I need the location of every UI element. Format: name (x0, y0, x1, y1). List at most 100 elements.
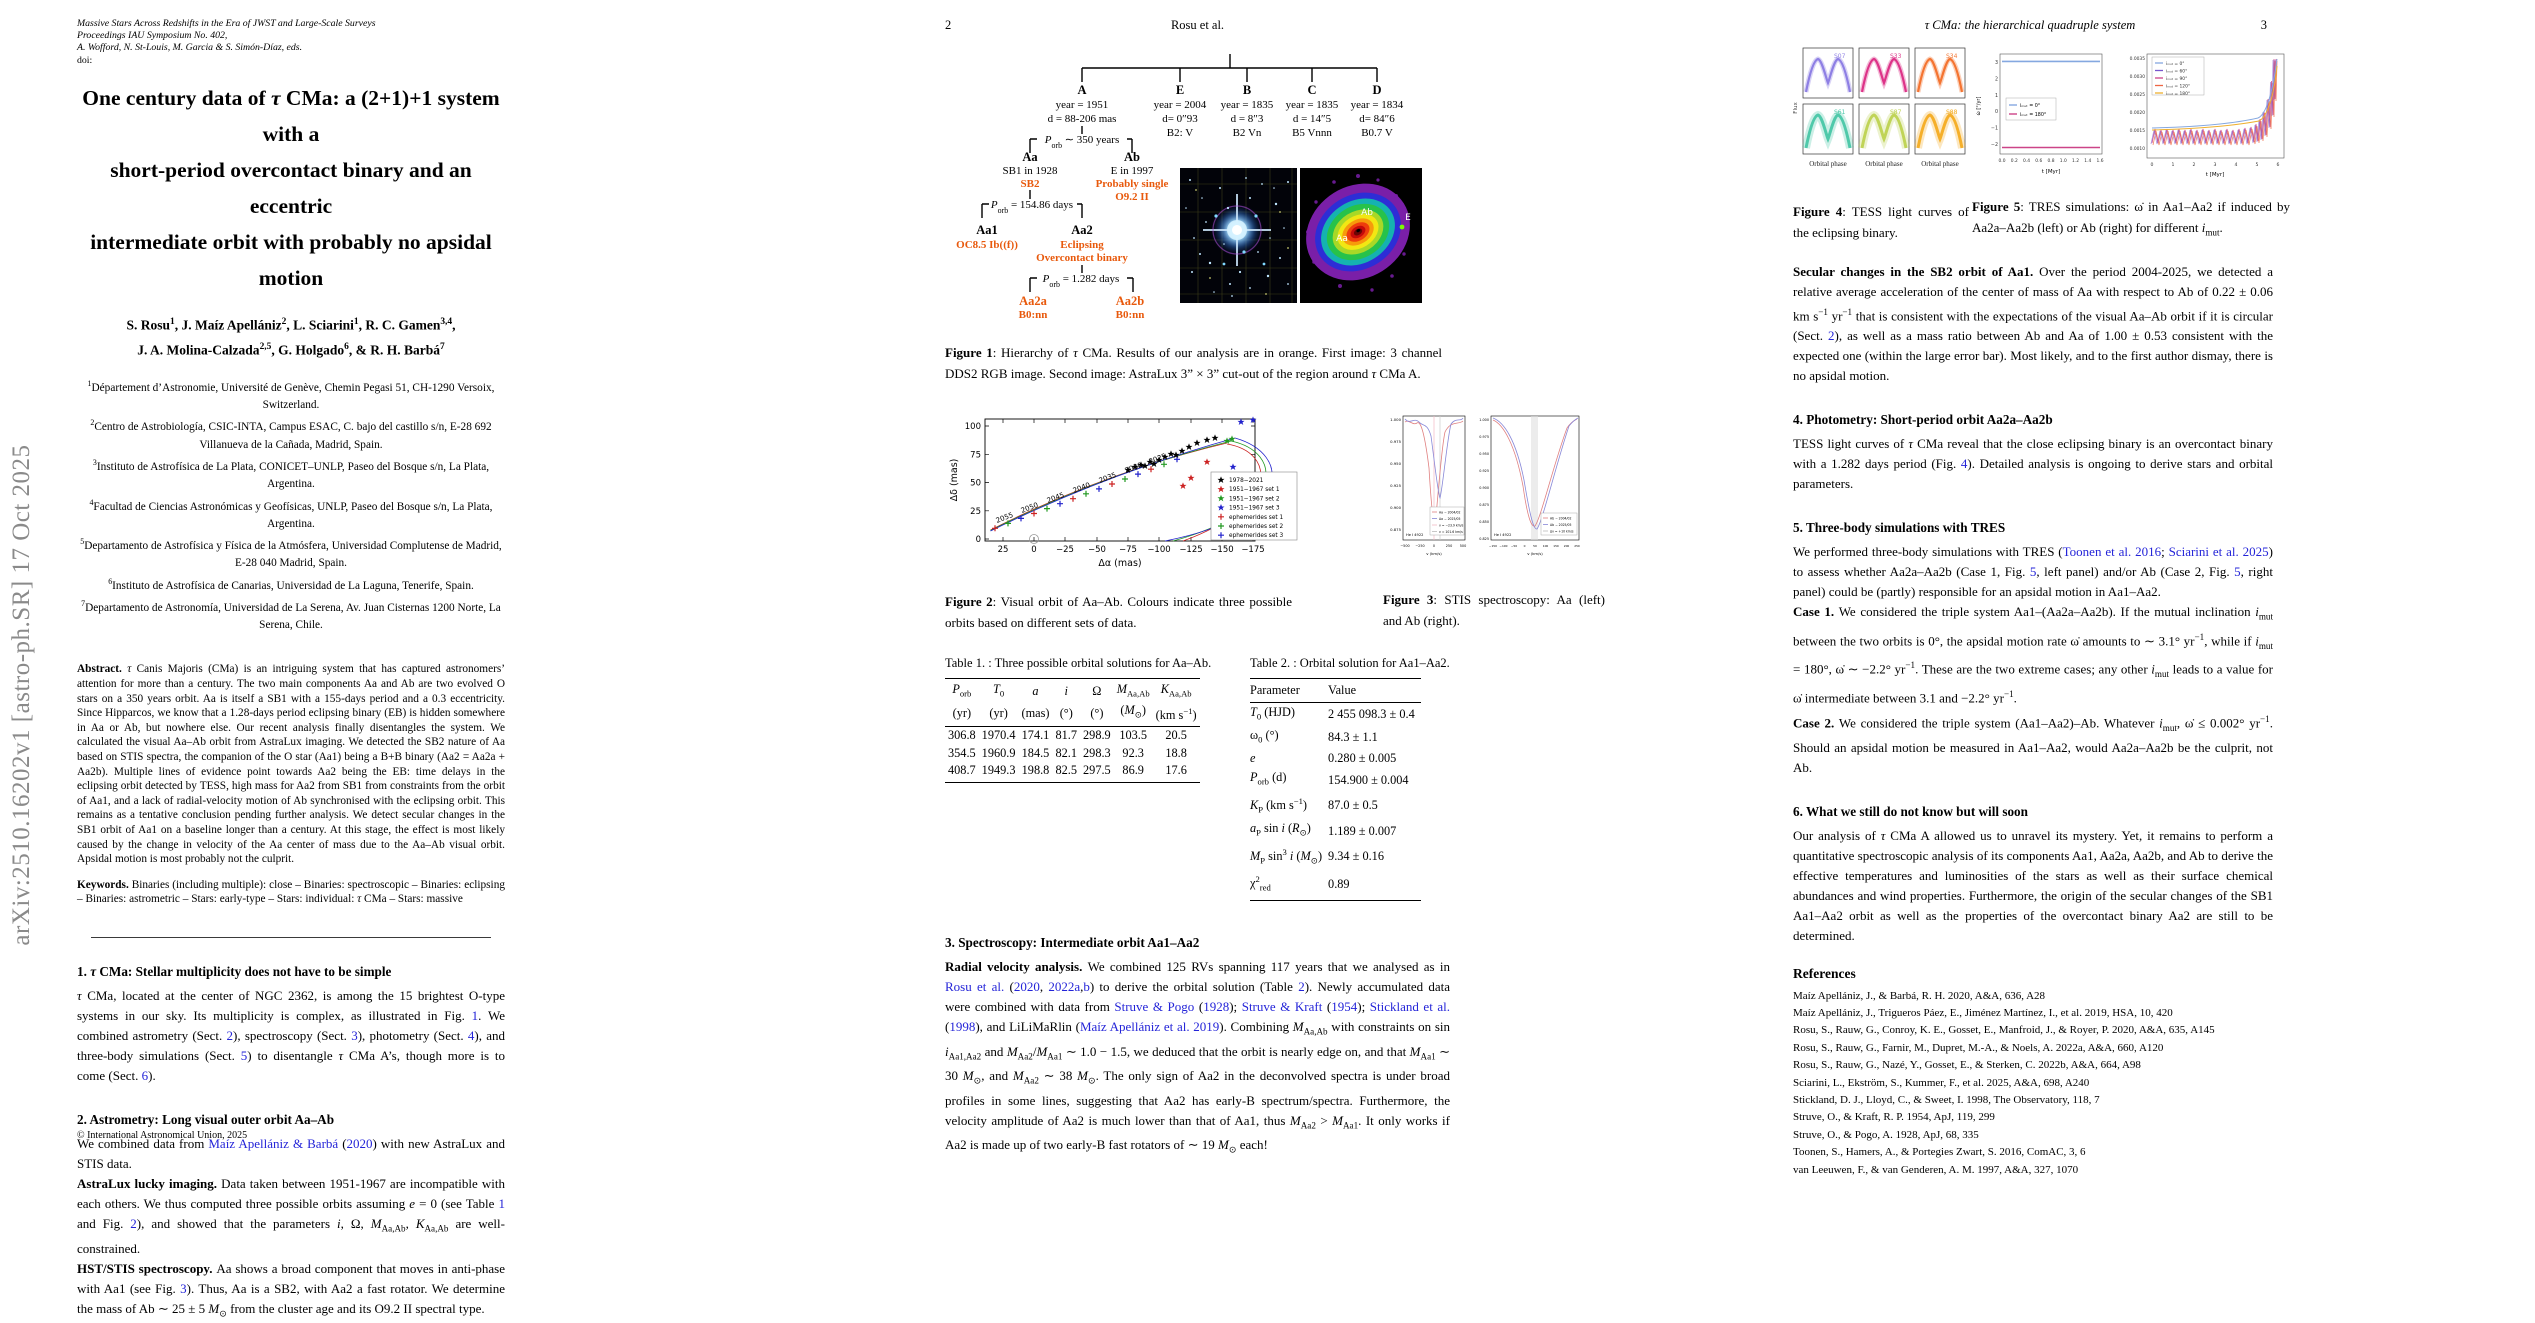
value: 2 455 098.3 ± 0.4 (1328, 706, 1415, 721)
section-4-heading: 4. Photometry: Short-period orbit Aa2a–A… (1793, 411, 2053, 427)
figure-2-caption: Figure 2: Visual orbit of Aa–Ab. Colours… (945, 594, 1292, 630)
node-Aa2-result-1: Eclipsing (1060, 239, 1104, 251)
param: Porb (d) (1250, 770, 1287, 787)
y-axis-label: Δδ (mas) (949, 459, 960, 502)
table-2-block: Table 2. : Orbital solution for Aa1–Aa2.… (1250, 656, 1450, 901)
x-tick: 1.4 (2084, 158, 2091, 164)
table-row: T0 (HJD) 2 455 098.3 ± 0.4 (1250, 702, 1421, 726)
x-tick: −75 (1119, 545, 1137, 555)
legend-entry: Ab − 2004/02 (1550, 516, 1572, 520)
section-2-para-3: HST/STIS spectroscopy. Aa shows a broad … (77, 1260, 505, 1319)
period-Aa2a-Aa2b: Porb = 1.282 days (1042, 273, 1120, 289)
line-id-label: He I 4922 (1494, 533, 1511, 537)
figure-3-caption: Figure 3: STIS spectroscopy: Aa (left) a… (1383, 592, 1605, 628)
author-list: S. Rosu1, J. Maíz Apellániz2, L. Sciarin… (77, 311, 505, 362)
title-line: intermediate orbit with probably no apsi… (90, 229, 492, 290)
legend: iₘᵤₜ = 0° iₘᵤₜ = 60° iₘᵤₜ = 90° iₘᵤₜ = 1… (2151, 56, 2205, 97)
y-tick: 2 (1995, 76, 1998, 82)
table-row: χ2red 0.89 (1250, 870, 1421, 901)
x-tick: 4 (2235, 162, 2238, 168)
legend-entry: Ab − 2025/05 (1550, 523, 1572, 527)
col-unit: (°) (1080, 702, 1114, 728)
table-row: 306.8 1970.4 174.1 81.7 298.9 103.5 20.5 (945, 727, 1200, 745)
legend-entry: ephemerides set 2 (1229, 524, 1284, 530)
x-tick: 150 (1553, 544, 1559, 548)
sector-label: S88 (1946, 109, 1958, 116)
figure-3: 1.000 0.975 0.950 0.925 0.900 0.875 Aa −… (1383, 410, 1605, 633)
secular-changes-text: Secular changes in the SB2 orbit of Aa1.… (1793, 263, 2274, 383)
lc-panel-S87: S87 (1858, 103, 1910, 155)
x-tick: 0.6 (2035, 158, 2042, 164)
col-header: a (1018, 677, 1053, 703)
node-Aa: Aa (1022, 150, 1038, 164)
dss2-rgb-image (1180, 168, 1297, 303)
param: e (1250, 751, 1256, 766)
y-tick: 100 (965, 422, 981, 432)
figure-5: iₘᵤₜ = 0° iₘᵤₜ = 180° 3 2 1 0 −1 −2 0.0 … (1972, 46, 2290, 244)
lc-panel-S34: S34 (1914, 47, 1966, 99)
node-Aa1-type: OC8.5 Ib((f)) (956, 239, 1018, 251)
node-E-type: B2: V (1167, 127, 1193, 139)
authors-line: J. A. Molina-Calzada2,5, G. Holgado6, & … (137, 342, 445, 358)
lc-panel-S61: S61 (1802, 103, 1854, 155)
y-axis-label: ω̇ [°/yr] (1976, 97, 1982, 116)
reference: Sciarini, L., Ekström, S., Kummer, F., e… (1793, 1076, 2090, 1089)
sector-label: S33 (1890, 53, 1902, 60)
cell: 17.6 (1152, 762, 1200, 783)
legend-entry: iₘᵤₜ = 0° (2020, 103, 2040, 109)
node-Aa2b: Aa2b (1116, 294, 1145, 308)
node-Aa2a-type: B0:nn (1019, 309, 1048, 321)
value: 1.189 ± 0.007 (1328, 823, 1397, 838)
y-tick: 0.0035 (2130, 56, 2146, 62)
value: 84.3 ± 1.1 (1328, 730, 1378, 745)
cell: 1970.4 (981, 728, 1016, 743)
x-tick: 0.8 (2048, 158, 2055, 164)
y-tick: 0.850 (1479, 520, 1489, 524)
value: 0.280 ± 0.005 (1328, 751, 1397, 766)
y-tick: 0.875 (1479, 503, 1489, 507)
cell: 18.8 (1165, 745, 1187, 760)
node-Aa-info: SB1 in 1928 (1002, 165, 1058, 177)
reference: Rosu, S., Rauw, G., Nazé, Y., Gosset, E.… (1793, 1059, 2141, 1072)
x-axis-label: Δα (mas) (1098, 558, 1141, 569)
legend-entry: iₘᵤₜ = 180° (2166, 91, 2190, 97)
running-head: τ CMa: the hierarchical quadruple system (1924, 18, 2136, 32)
y-tick: 0 (1995, 109, 1998, 115)
node-E-year: year = 2004 (1154, 99, 1207, 111)
value: 154.900 ± 0.004 (1328, 772, 1409, 787)
page-number: 3 (2260, 18, 2267, 32)
node-D-dist: d= 84″6 (1359, 113, 1395, 125)
col-unit: (mas) (1018, 702, 1053, 728)
col-unit: (yr) (978, 702, 1019, 728)
sector-label: S61 (1834, 109, 1846, 116)
ephemerides-markers (991, 455, 1181, 532)
figure-1-caption: Figure 1: Hierarchy of τ CMa. Results of… (945, 345, 1442, 381)
affiliation: 7Departamento de Astronomía, Universidad… (81, 598, 501, 632)
col-unit: (°) (1052, 702, 1081, 728)
node-E-dist: d= 0″93 (1162, 113, 1198, 125)
x-tick: 5 (2256, 162, 2259, 168)
col-header: i (1052, 677, 1081, 703)
col-unit: (km s−1) (1152, 702, 1200, 728)
col-unit: (M⊙) (1113, 702, 1153, 728)
reference: Stickland, D. J., Lloyd, C., & Sweet, I.… (1793, 1094, 2100, 1107)
node-Ab-type: O9.2 II (1115, 191, 1149, 203)
cell: 354.5 (948, 745, 976, 760)
x-tick: 0.2 (2011, 158, 2018, 164)
table-2-title: Table 2. : Orbital solution for Aa1–Aa2. (1250, 656, 1450, 670)
section-3-heading: 3. Spectroscopy: Intermediate orbit Aa1–… (945, 934, 1200, 950)
x-tick: −150 (1489, 544, 1497, 548)
figure-4: Flux S07 S33 S34 (1793, 46, 1969, 244)
x-tick: 2 (2193, 162, 2196, 168)
node-B: B (1243, 83, 1251, 97)
cell: 408.7 (945, 762, 979, 783)
legend-entry: 1951−1967 set 3 (1229, 506, 1280, 512)
col-header: T0 (978, 677, 1019, 703)
x-axis-label: t [Myr] (2206, 172, 2224, 178)
node-A-year: year = 1951 (1056, 99, 1109, 111)
year-label: 2035 (1098, 471, 1118, 485)
abstract: Abstract. τ Canis Majoris (CMa) is an in… (77, 663, 506, 866)
section-5-case-2: Case 2. We considered the triple system … (1793, 713, 2273, 775)
y-tick: 0.0015 (2130, 128, 2146, 134)
divider-rule (91, 936, 491, 938)
